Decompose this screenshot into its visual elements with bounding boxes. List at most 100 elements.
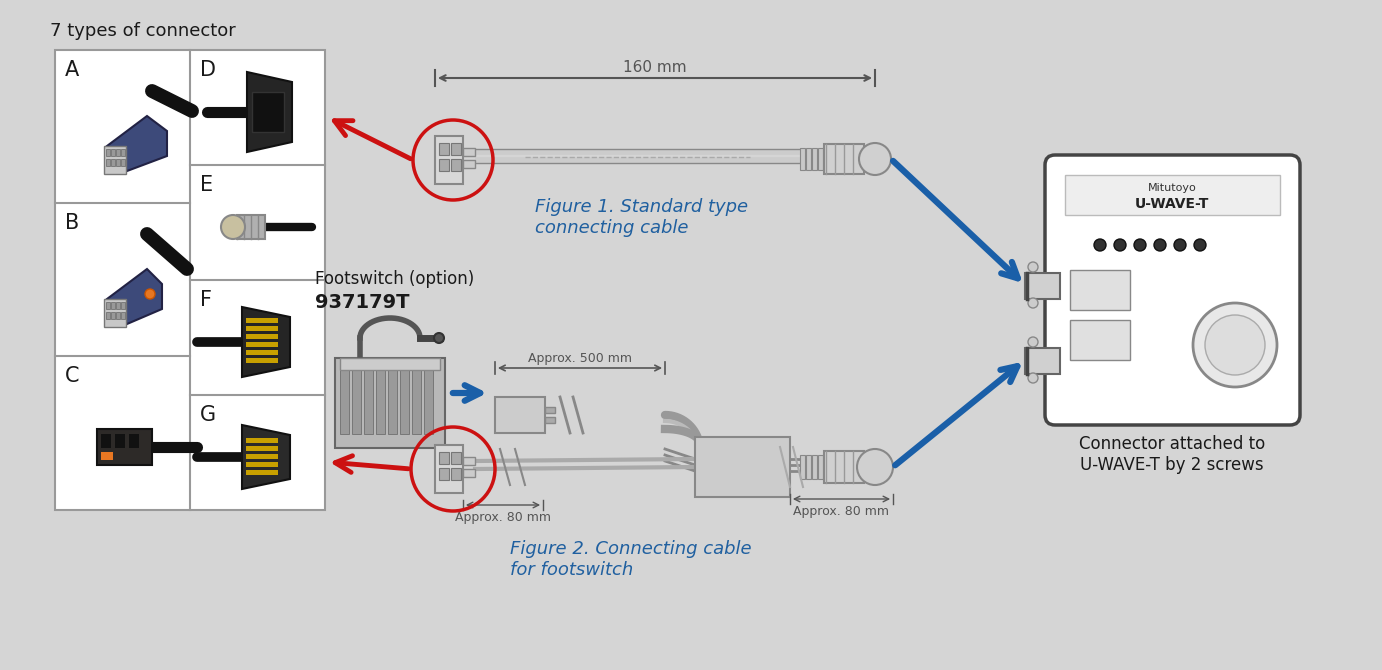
Circle shape <box>857 449 893 485</box>
Bar <box>116 302 120 309</box>
Circle shape <box>1028 337 1038 347</box>
Circle shape <box>1193 303 1277 387</box>
Bar <box>818 455 824 479</box>
Bar <box>246 334 278 339</box>
Bar <box>451 159 462 171</box>
Bar <box>246 350 278 355</box>
Bar <box>246 446 278 451</box>
Bar <box>116 159 120 166</box>
Bar <box>246 470 278 475</box>
Circle shape <box>1028 373 1038 383</box>
Text: Figure 2. Connecting cable
for footswitch: Figure 2. Connecting cable for footswitc… <box>510 540 752 579</box>
Text: Approx. 500 mm: Approx. 500 mm <box>528 352 632 365</box>
Bar <box>340 358 439 370</box>
Circle shape <box>1114 239 1126 251</box>
Bar <box>111 159 115 166</box>
Bar <box>463 469 475 477</box>
Bar <box>246 342 278 347</box>
Bar <box>1070 320 1130 360</box>
Bar <box>129 434 140 448</box>
Bar <box>1070 270 1130 310</box>
Bar <box>463 457 475 465</box>
Polygon shape <box>242 425 290 489</box>
Text: A: A <box>65 60 79 80</box>
Bar <box>1025 348 1060 374</box>
Bar <box>246 462 278 467</box>
Bar <box>106 159 111 166</box>
Text: G: G <box>200 405 216 425</box>
Text: E: E <box>200 175 213 195</box>
Bar <box>463 160 475 168</box>
Bar <box>435 136 463 184</box>
Bar <box>334 358 445 448</box>
Bar <box>399 366 409 434</box>
Circle shape <box>1173 239 1186 251</box>
Bar <box>439 452 449 464</box>
Bar <box>439 468 449 480</box>
Circle shape <box>1135 239 1146 251</box>
Bar <box>806 455 811 479</box>
Bar <box>101 452 113 460</box>
Bar <box>246 454 278 459</box>
Bar <box>1025 273 1060 299</box>
Bar <box>104 299 126 327</box>
Bar <box>101 434 111 448</box>
Bar <box>451 452 462 464</box>
Bar <box>111 312 115 319</box>
Text: Approx. 80 mm: Approx. 80 mm <box>455 511 551 524</box>
Bar <box>246 326 278 331</box>
Circle shape <box>1095 239 1106 251</box>
Text: D: D <box>200 60 216 80</box>
Text: 937179T: 937179T <box>315 293 409 312</box>
Bar <box>824 451 864 483</box>
Circle shape <box>221 215 245 239</box>
Bar <box>412 366 422 434</box>
Bar <box>122 149 124 156</box>
Bar <box>106 302 111 309</box>
Bar <box>116 149 120 156</box>
Bar <box>55 50 325 510</box>
Bar <box>388 366 397 434</box>
Circle shape <box>145 289 155 299</box>
Bar <box>435 445 463 493</box>
Bar <box>122 302 124 309</box>
Polygon shape <box>106 269 162 324</box>
Bar <box>439 159 449 171</box>
Circle shape <box>1194 239 1206 251</box>
Bar <box>115 434 124 448</box>
Polygon shape <box>247 72 292 152</box>
Bar <box>439 143 449 155</box>
Text: 160 mm: 160 mm <box>623 60 687 75</box>
Bar <box>806 148 811 170</box>
Text: F: F <box>200 290 211 310</box>
Bar <box>824 144 864 174</box>
Bar <box>246 318 278 323</box>
Bar <box>376 366 386 434</box>
Bar <box>695 437 791 497</box>
Circle shape <box>1028 262 1038 272</box>
Bar <box>545 407 556 413</box>
Polygon shape <box>242 307 290 377</box>
Bar <box>122 312 124 319</box>
Circle shape <box>1028 298 1038 308</box>
Bar <box>97 429 152 465</box>
Bar <box>424 366 433 434</box>
Bar <box>252 92 283 132</box>
Text: C: C <box>65 366 80 386</box>
Circle shape <box>1205 315 1265 375</box>
FancyBboxPatch shape <box>1045 155 1300 425</box>
Bar <box>111 302 115 309</box>
Bar <box>818 148 824 170</box>
Text: Connector attached to
U-WAVE-T by 2 screws: Connector attached to U-WAVE-T by 2 scre… <box>1079 435 1265 474</box>
Bar <box>236 215 265 239</box>
Bar <box>463 148 475 156</box>
Bar <box>246 358 278 363</box>
Polygon shape <box>106 116 167 171</box>
Bar <box>451 143 462 155</box>
Bar <box>340 366 350 434</box>
Text: Mitutoyo: Mitutoyo <box>1147 183 1197 193</box>
Bar <box>813 455 817 479</box>
Bar <box>104 146 126 174</box>
Circle shape <box>1154 239 1166 251</box>
Bar <box>545 417 556 423</box>
